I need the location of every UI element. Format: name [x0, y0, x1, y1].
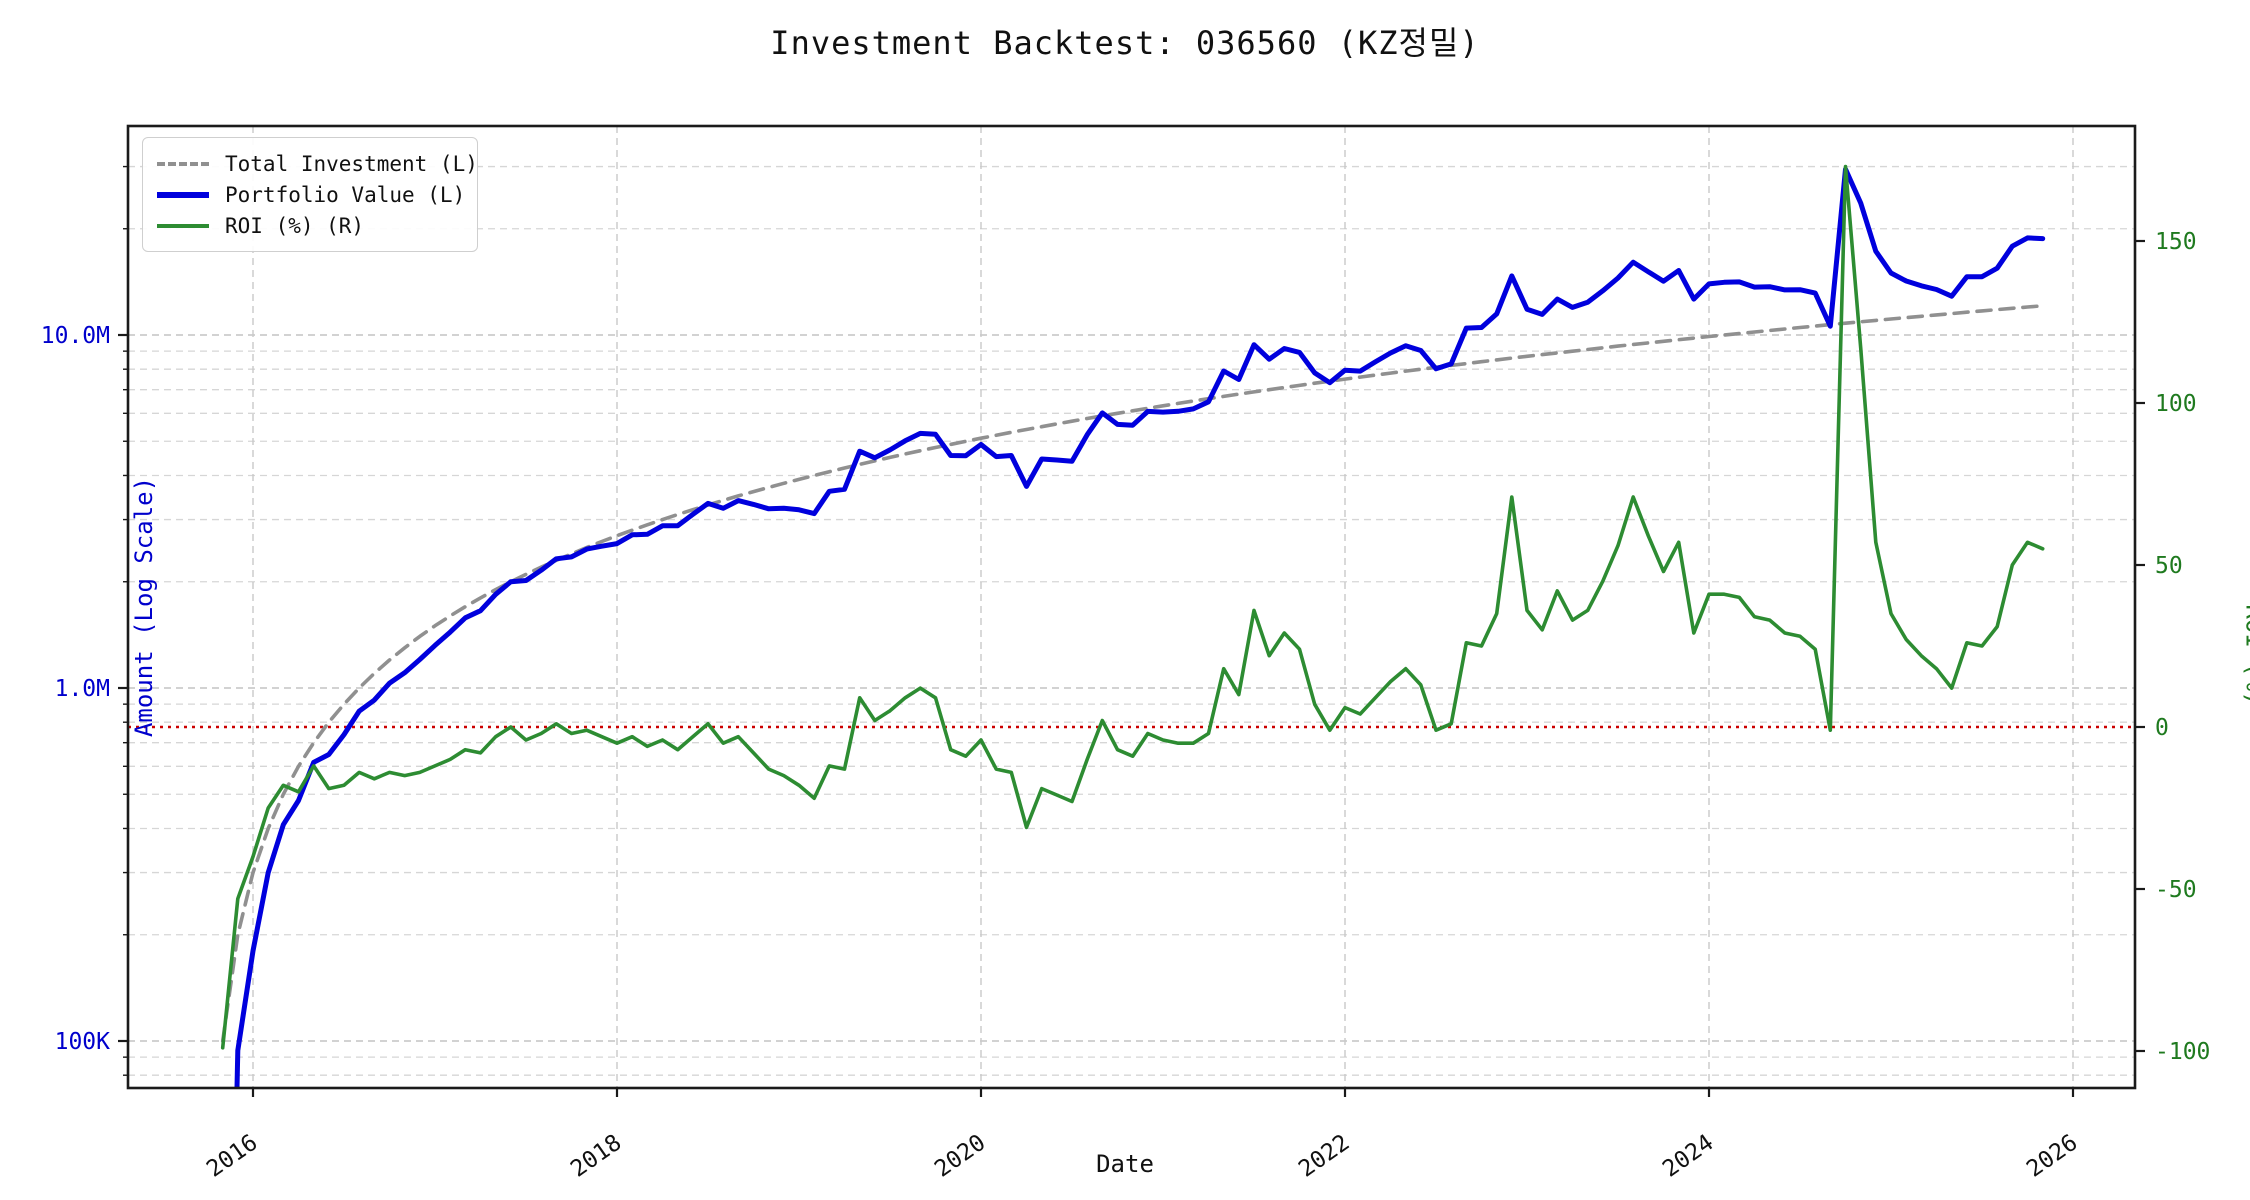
roi-tick-label: -100: [2155, 1039, 2210, 1065]
roi-tick-label: 0: [2155, 715, 2169, 741]
legend: Total Investment (L) Portfolio Value (L)…: [142, 137, 478, 252]
roi-tick-label: 100: [2155, 391, 2197, 417]
y-axis-label-right: ROI (%): [2240, 604, 2250, 706]
portfolio-value-line: [234, 166, 2046, 1088]
y-axis-label-left: Amount (Log Scale): [130, 476, 159, 738]
legend-label: ROI (%) (R): [225, 213, 365, 238]
legend-label: Total Investment (L): [225, 151, 478, 176]
roi-tick-label: 150: [2155, 229, 2197, 255]
chart-title: Investment Backtest: 036560 (KZ정밀): [770, 24, 1480, 62]
legend-item-portfolio-value: Portfolio Value (L): [157, 179, 466, 210]
legend-item-roi: ROI (%) (R): [157, 210, 463, 241]
legend-item-total-investment: Total Investment (L): [157, 148, 478, 179]
roi-line: [220, 164, 2045, 1050]
x-axis-label: Date: [1096, 1150, 1154, 1178]
plot-border: [126, 124, 2137, 1090]
solid-green-line-icon: [157, 223, 209, 228]
total-investment-line: [220, 303, 2045, 1043]
dashed-line-icon: [157, 161, 209, 166]
y-tick-label: 1.0M: [55, 676, 110, 702]
roi-tick-label: 50: [2155, 553, 2183, 579]
roi-tick-label: -50: [2155, 877, 2197, 903]
y-tick-label: 100K: [55, 1029, 111, 1055]
solid-blue-line-icon: [157, 191, 209, 198]
y-tick-label: 10.0M: [41, 323, 110, 349]
legend-label: Portfolio Value (L): [225, 182, 466, 207]
